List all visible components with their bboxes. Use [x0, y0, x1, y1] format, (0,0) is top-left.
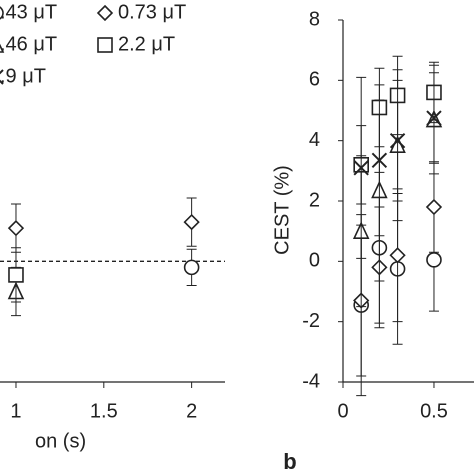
legend-label: 0.73 μT	[118, 1, 186, 23]
y-tick-label: 8	[309, 8, 320, 30]
y-tick-label: 2	[309, 189, 320, 211]
marker	[183, 259, 200, 276]
x-tick-label: 2	[186, 400, 197, 422]
legend-label: .9 μT	[0, 65, 46, 87]
marker	[389, 132, 406, 149]
y-tick-label: 6	[309, 69, 320, 91]
y-tick-label: -2	[302, 310, 320, 332]
x-axis-label: on (s)	[35, 430, 86, 452]
legend-label: 2.2 μT	[118, 33, 175, 55]
marker	[426, 110, 442, 126]
marker	[425, 198, 443, 216]
legend-marker	[0, 69, 4, 85]
y-tick-label: 0	[309, 250, 320, 272]
y-tick-label: 4	[309, 129, 320, 151]
x-tick-label: 0.5	[420, 400, 448, 422]
marker	[183, 213, 200, 231]
x-tick-label: 0	[337, 400, 348, 422]
legend-label: .46 μT	[0, 33, 57, 55]
y-axis-label: CEST (%)	[271, 165, 293, 255]
legend-marker	[0, 6, 4, 20]
legend-marker	[97, 37, 113, 53]
legend-marker	[96, 4, 114, 22]
marker	[8, 267, 24, 283]
x-tick-label: 1.5	[90, 400, 118, 422]
marker	[7, 220, 25, 237]
marker	[389, 247, 406, 264]
marker	[371, 152, 388, 168]
x-tick-label: 1	[10, 400, 21, 422]
marker	[426, 252, 442, 268]
panel-label: b	[283, 449, 296, 474]
y-tick-label: -4	[302, 370, 320, 392]
legend-label: .43 μT	[0, 1, 57, 23]
marker	[353, 160, 369, 176]
